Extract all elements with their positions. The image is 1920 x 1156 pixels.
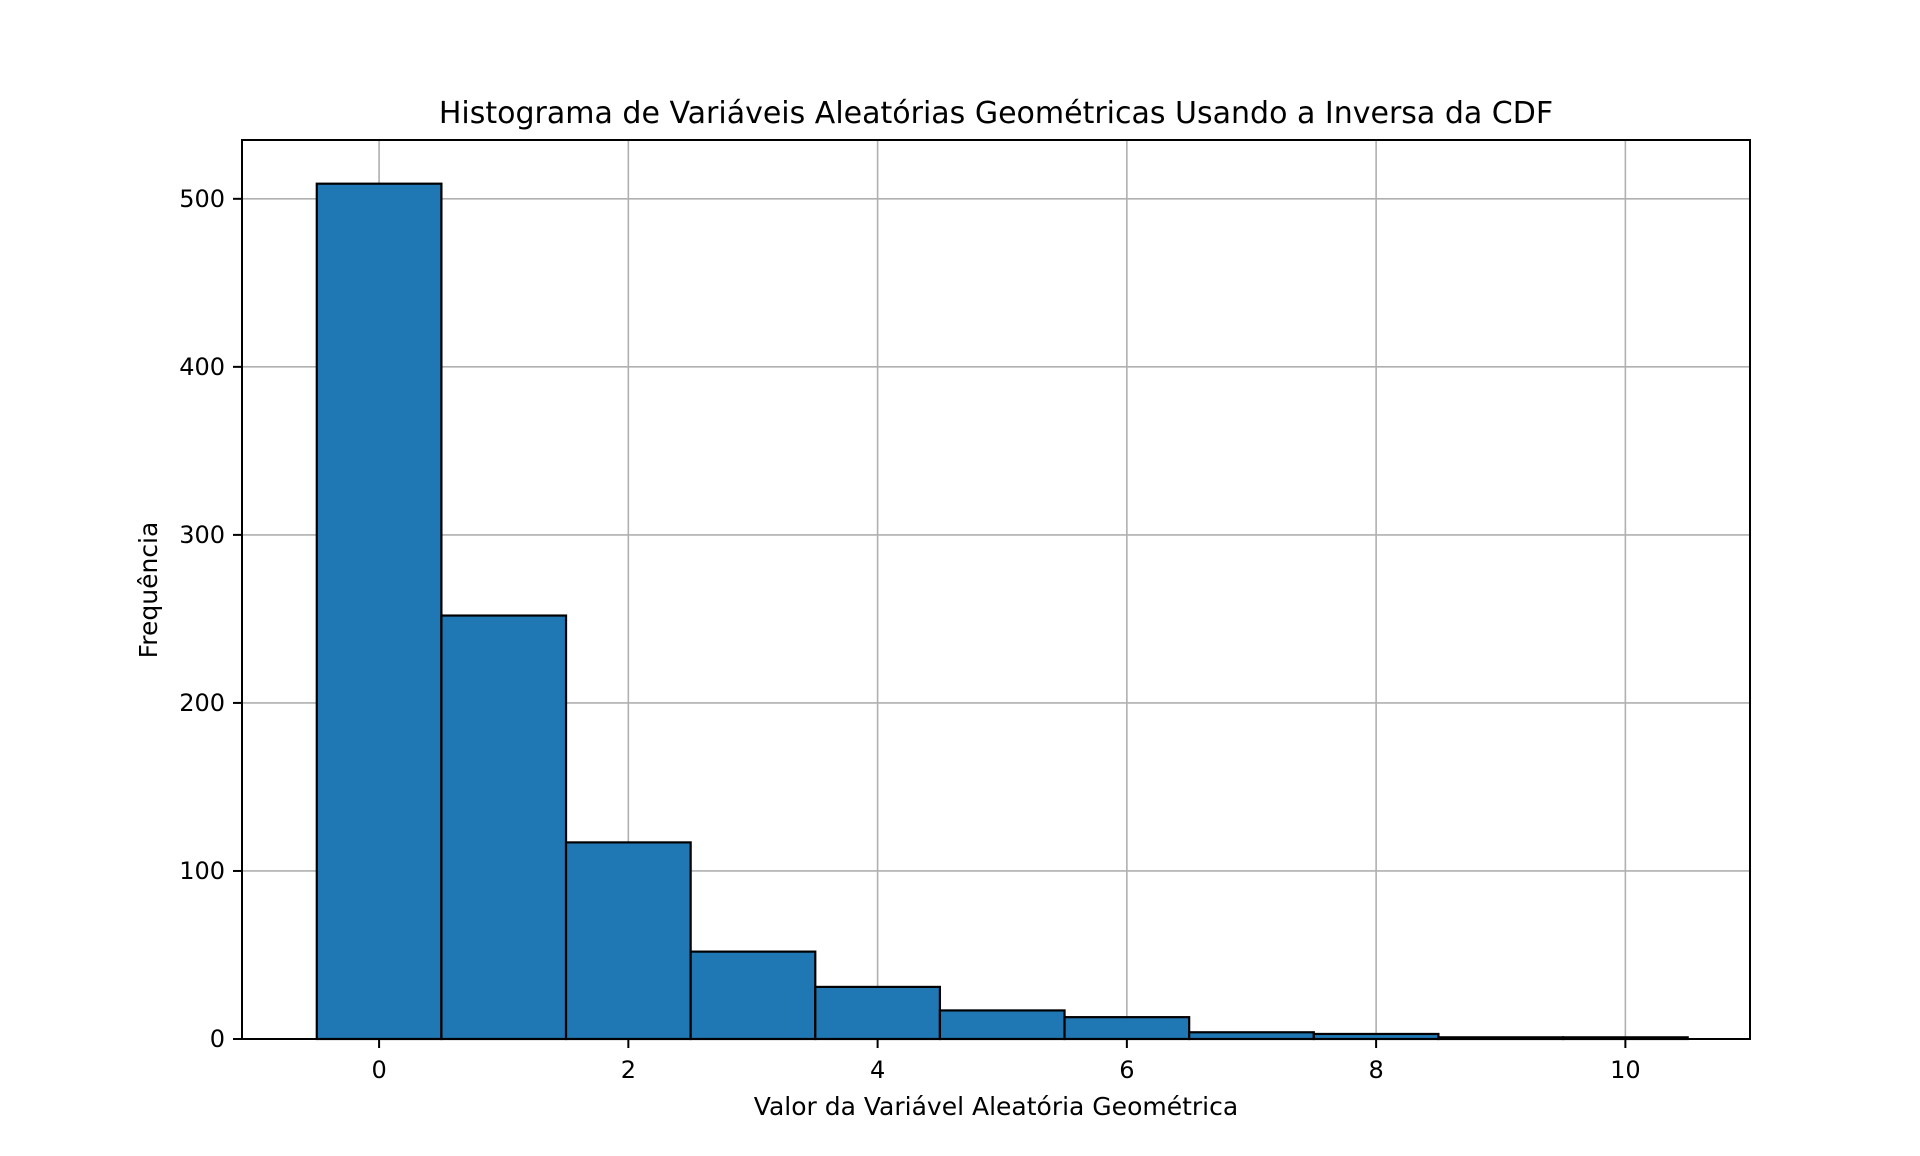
y-tick-label: 100	[179, 857, 225, 885]
x-tick-label: 6	[1119, 1056, 1134, 1084]
bars-layer	[315, 182, 1689, 1041]
histogram-bar	[814, 985, 942, 1041]
histogram-bar	[689, 950, 817, 1041]
histogram-bar	[1188, 1031, 1315, 1041]
histogram-bar	[1063, 1016, 1191, 1041]
histogram-bar	[564, 841, 692, 1041]
chart-title: Histograma de Variáveis Aleatórias Geomé…	[439, 96, 1553, 131]
x-tick-label: 10	[1610, 1056, 1641, 1084]
y-tick-label: 300	[179, 521, 225, 549]
y-axis-label: Frequência	[134, 522, 163, 659]
y-tick-label: 200	[179, 689, 225, 717]
x-axis-label: Valor da Variável Aleatória Geométrica	[754, 1092, 1238, 1121]
x-tick-label: 2	[621, 1056, 636, 1084]
x-tick-label: 4	[870, 1056, 885, 1084]
x-tick-label: 0	[371, 1056, 386, 1084]
histogram-bar	[440, 614, 568, 1041]
y-tick-label: 400	[179, 353, 225, 381]
histogram-bar	[938, 1009, 1066, 1041]
histogram-bar	[315, 182, 443, 1041]
x-tick-label: 8	[1368, 1056, 1383, 1084]
y-tick-label: 0	[210, 1025, 225, 1053]
axes-frame	[241, 139, 1751, 1040]
y-tick-label: 500	[179, 185, 225, 213]
